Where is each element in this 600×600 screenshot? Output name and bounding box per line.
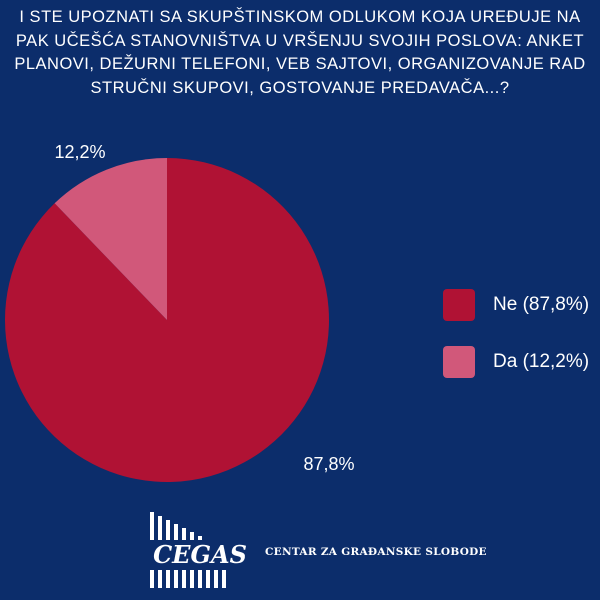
chart-title: i ste upoznati sa skupštinskom odlukom k… [0, 6, 600, 100]
title-line-3: planovi, dežurni telefoni, veb sajtovi, … [14, 55, 586, 73]
title-line-2: pak učešća stanovništva u vršenju svojih… [15, 31, 585, 50]
pie-slices [4, 158, 330, 482]
logo-text: CEGAS [153, 540, 247, 569]
legend-item-da: Da (12,2%) [443, 346, 589, 378]
org-name: CENTAR ZA GRAĐANSKE SLOBODE [265, 546, 487, 558]
title-line-4: stručni skupovi, gostovanje predavača...… [90, 78, 510, 97]
pie-slice-da [54, 158, 167, 320]
cegas-logo: CEGAS [140, 512, 260, 588]
data-label-da: 12,2% [54, 142, 105, 162]
data-label-ne: 87,8% [303, 454, 354, 474]
title-line-1: i ste upoznati sa skupštinskom odlukom k… [19, 8, 581, 26]
pie-slice-ne [4, 158, 330, 482]
legend-swatch-da [443, 346, 475, 378]
legend-item-ne: Ne (87,8%) [443, 289, 589, 321]
legend-label-ne: Ne (87,8%) [493, 294, 590, 315]
legend-label-da: Da (12,2%) [493, 351, 590, 372]
legend-swatch-ne [443, 289, 475, 321]
